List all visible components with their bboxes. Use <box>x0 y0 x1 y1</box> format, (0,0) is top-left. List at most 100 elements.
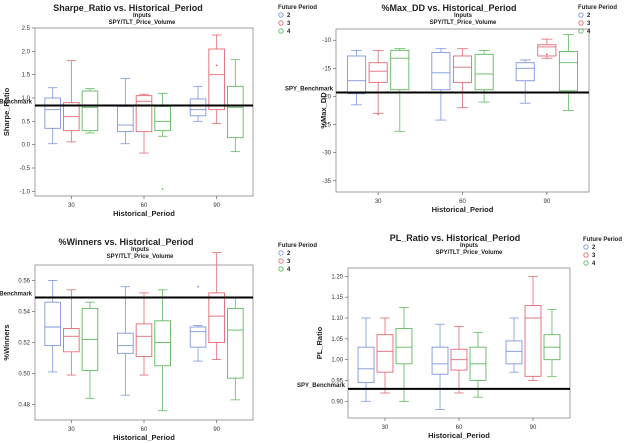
chart-subtitle-source: SPY/TLT_Price_Volume <box>436 250 503 256</box>
chart-subtitle-source: SPY/TLT_Price_Volume <box>107 254 174 260</box>
chart-subtitle-inputs: Inputs <box>131 247 150 253</box>
legend-entry: 2 <box>287 13 291 19</box>
chart-plratio-svg: PL_Ratio vs. Historical_PeriodInputsSPY/… <box>297 233 622 440</box>
x-tick-label: 60 <box>459 199 466 205</box>
x-tick-label: 90 <box>213 203 220 209</box>
box-2-30 <box>44 280 61 373</box>
y-tick-label: -1.0 <box>20 189 31 195</box>
x-tick-label: 60 <box>141 203 148 209</box>
box-2-90 <box>189 85 207 122</box>
chart-panel-winners: %Winners vs. Historical_Period Inputs SPY/… <box>0 222 317 443</box>
chart-subtitle-source: SPY/TLT_Price_Volume <box>109 20 176 26</box>
x-axis-title: Historical_Period <box>428 431 490 440</box>
y-tick-label: 0.50 <box>18 372 30 378</box>
chart-title: %Max_DD vs. Historical_Period <box>381 3 516 13</box>
box-3-30 <box>368 49 388 116</box>
legend-entry: 2 <box>287 251 291 257</box>
box-iqr <box>431 52 451 91</box>
legend-marker <box>278 266 284 272</box>
box-iqr <box>208 292 225 343</box>
box-3-90 <box>208 34 225 125</box>
outlier-point <box>215 64 218 67</box>
x-tick-label: 90 <box>213 427 220 433</box>
legend-marker <box>578 20 584 26</box>
legend-marker <box>278 20 284 26</box>
y-tick-label: 1.00 <box>331 358 343 364</box>
box-3-30 <box>63 60 80 143</box>
box-iqr <box>117 105 134 133</box>
box-iqr <box>524 305 542 377</box>
chart-subtitle-source: SPY/TLT_Price_Volume <box>430 20 497 26</box>
x-axis-title: Historical_Period <box>113 209 175 218</box>
box-iqr <box>431 346 449 375</box>
chart-subtitle-inputs: Inputs <box>454 13 473 19</box>
box-2-60 <box>431 48 451 121</box>
box-iqr <box>117 332 134 354</box>
box-3-60 <box>135 93 153 154</box>
chart-panel-sharpe: Sharpe_Ratio vs. Historical_Period Inputs… <box>0 0 317 222</box>
y-tick-label: 2.0 <box>22 49 31 55</box>
legend-marker <box>583 244 589 250</box>
x-tick-label: 30 <box>68 427 75 433</box>
box-3-90 <box>524 275 542 381</box>
box-iqr <box>44 97 61 129</box>
legend-entry: 3 <box>592 253 596 259</box>
box-4-60 <box>474 49 494 103</box>
chart-subtitle-inputs: Inputs <box>133 13 152 19</box>
legend-entry: 4 <box>287 29 291 35</box>
box-4-60 <box>154 92 171 190</box>
y-tick-label: 0.54 <box>18 310 30 316</box>
legend-marker <box>578 28 584 34</box>
box-iqr <box>135 323 153 357</box>
x-tick-label: 60 <box>456 425 463 431</box>
outlier-point <box>377 113 380 116</box>
box-4-60 <box>469 332 487 398</box>
legend-marker <box>278 12 284 18</box>
y-tick-label: -30 <box>322 151 331 157</box>
box-iqr <box>376 334 394 373</box>
benchmark-label: SPY_Benchmark <box>297 383 346 389</box>
y-tick-label: 0.56 <box>18 279 30 285</box>
legend-title: Future Period <box>583 237 622 243</box>
box-4-60 <box>154 289 171 412</box>
box-iqr <box>505 340 523 365</box>
y-axis-title: %Winners <box>2 324 11 360</box>
box-iqr <box>189 326 207 348</box>
box-iqr <box>227 307 244 379</box>
box-4-90 <box>227 59 244 153</box>
y-tick-label: 1.5 <box>22 73 31 79</box>
box-2-90 <box>505 317 523 373</box>
legend-marker <box>278 258 284 264</box>
outlier-point <box>197 285 199 288</box>
legend-entry: 3 <box>587 21 591 27</box>
y-tick-label: -25 <box>322 123 331 129</box>
x-tick-label: 90 <box>543 199 550 205</box>
y-tick-label: 2.5 <box>22 26 31 32</box>
y-tick-label: -0.5 <box>20 166 31 172</box>
box-2-60 <box>117 78 134 145</box>
y-axis-title: Sharpe_Ratio <box>2 87 11 136</box>
box-iqr <box>81 90 99 132</box>
box-iqr <box>154 320 171 367</box>
y-tick-label: 1.0 <box>22 96 31 102</box>
box-3-60 <box>450 325 468 394</box>
box-iqr <box>474 53 494 91</box>
legend-title: Future Period <box>278 5 317 11</box>
legend-entry: 4 <box>287 267 291 273</box>
box-iqr <box>347 55 367 95</box>
x-tick-label: 30 <box>68 203 75 209</box>
y-tick-label: 0.48 <box>18 403 30 409</box>
y-tick-label: 0.95 <box>331 379 343 385</box>
plot-frame <box>34 27 254 197</box>
x-tick-label: 90 <box>530 425 537 431</box>
legend-entry: 4 <box>587 29 591 35</box>
box-4-30 <box>81 301 99 399</box>
x-axis-title: Historical_Period <box>113 433 175 442</box>
box-2-30 <box>347 49 367 106</box>
y-tick-label: -15 <box>322 66 331 72</box>
box-iqr <box>395 327 413 365</box>
box-iqr <box>135 95 153 133</box>
box-iqr <box>515 62 535 82</box>
x-tick-label: 30 <box>382 425 389 431</box>
y-tick-label: 0.52 <box>18 341 30 347</box>
